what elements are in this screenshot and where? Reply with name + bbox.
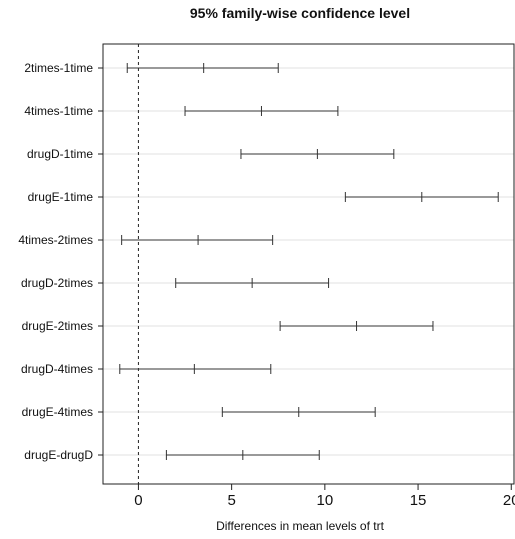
- interval-drugD-4times: [119, 364, 272, 374]
- x-tick-label: 20: [503, 492, 515, 509]
- interval-drugE-1time: [344, 192, 499, 202]
- y-tick-label: drugE-2times: [22, 319, 93, 333]
- y-tick-label: 4times-1time: [24, 104, 93, 118]
- y-tick-label: drugE-4times: [22, 405, 93, 419]
- y-tick-label: drugE-drugD: [24, 448, 93, 462]
- interval-drugD-1time: [240, 149, 395, 159]
- grid-layer: [103, 67, 514, 456]
- y-tick-label: drugD-2times: [21, 276, 93, 290]
- interval-drugE-drugD: [165, 450, 320, 460]
- plot-frame: [102, 43, 515, 485]
- y-tick-label: 4times-2times: [18, 233, 93, 247]
- y-tick-label: drugD-4times: [21, 362, 93, 376]
- interval-4times-1time: [184, 106, 339, 116]
- interval-drugE-4times: [221, 407, 376, 417]
- interval-4times-2times: [121, 235, 274, 245]
- x-tick-label: 0: [134, 492, 142, 509]
- x-tick-label: 5: [227, 492, 235, 509]
- y-tick-layer: 2times-1time 4times-1time drugD-1time drugE…: [18, 61, 103, 462]
- interval-drugD-2times: [175, 278, 330, 288]
- y-tick-label: drugD-1time: [27, 147, 93, 161]
- interval-2times-1time: [126, 63, 279, 73]
- interval-layer: [119, 63, 499, 460]
- x-tick-layer: 0 5 10 15 20: [134, 484, 515, 509]
- y-tick-label: drugE-1time: [28, 190, 94, 204]
- chart-title: 95% family-wise confidence level: [190, 5, 410, 21]
- interval-drugE-2times: [279, 321, 434, 331]
- y-tick-label: 2times-1time: [24, 61, 93, 75]
- x-tick-label: 15: [410, 492, 427, 509]
- x-tick-label: 10: [317, 492, 334, 509]
- x-axis-label: Differences in mean levels of trt: [216, 519, 385, 533]
